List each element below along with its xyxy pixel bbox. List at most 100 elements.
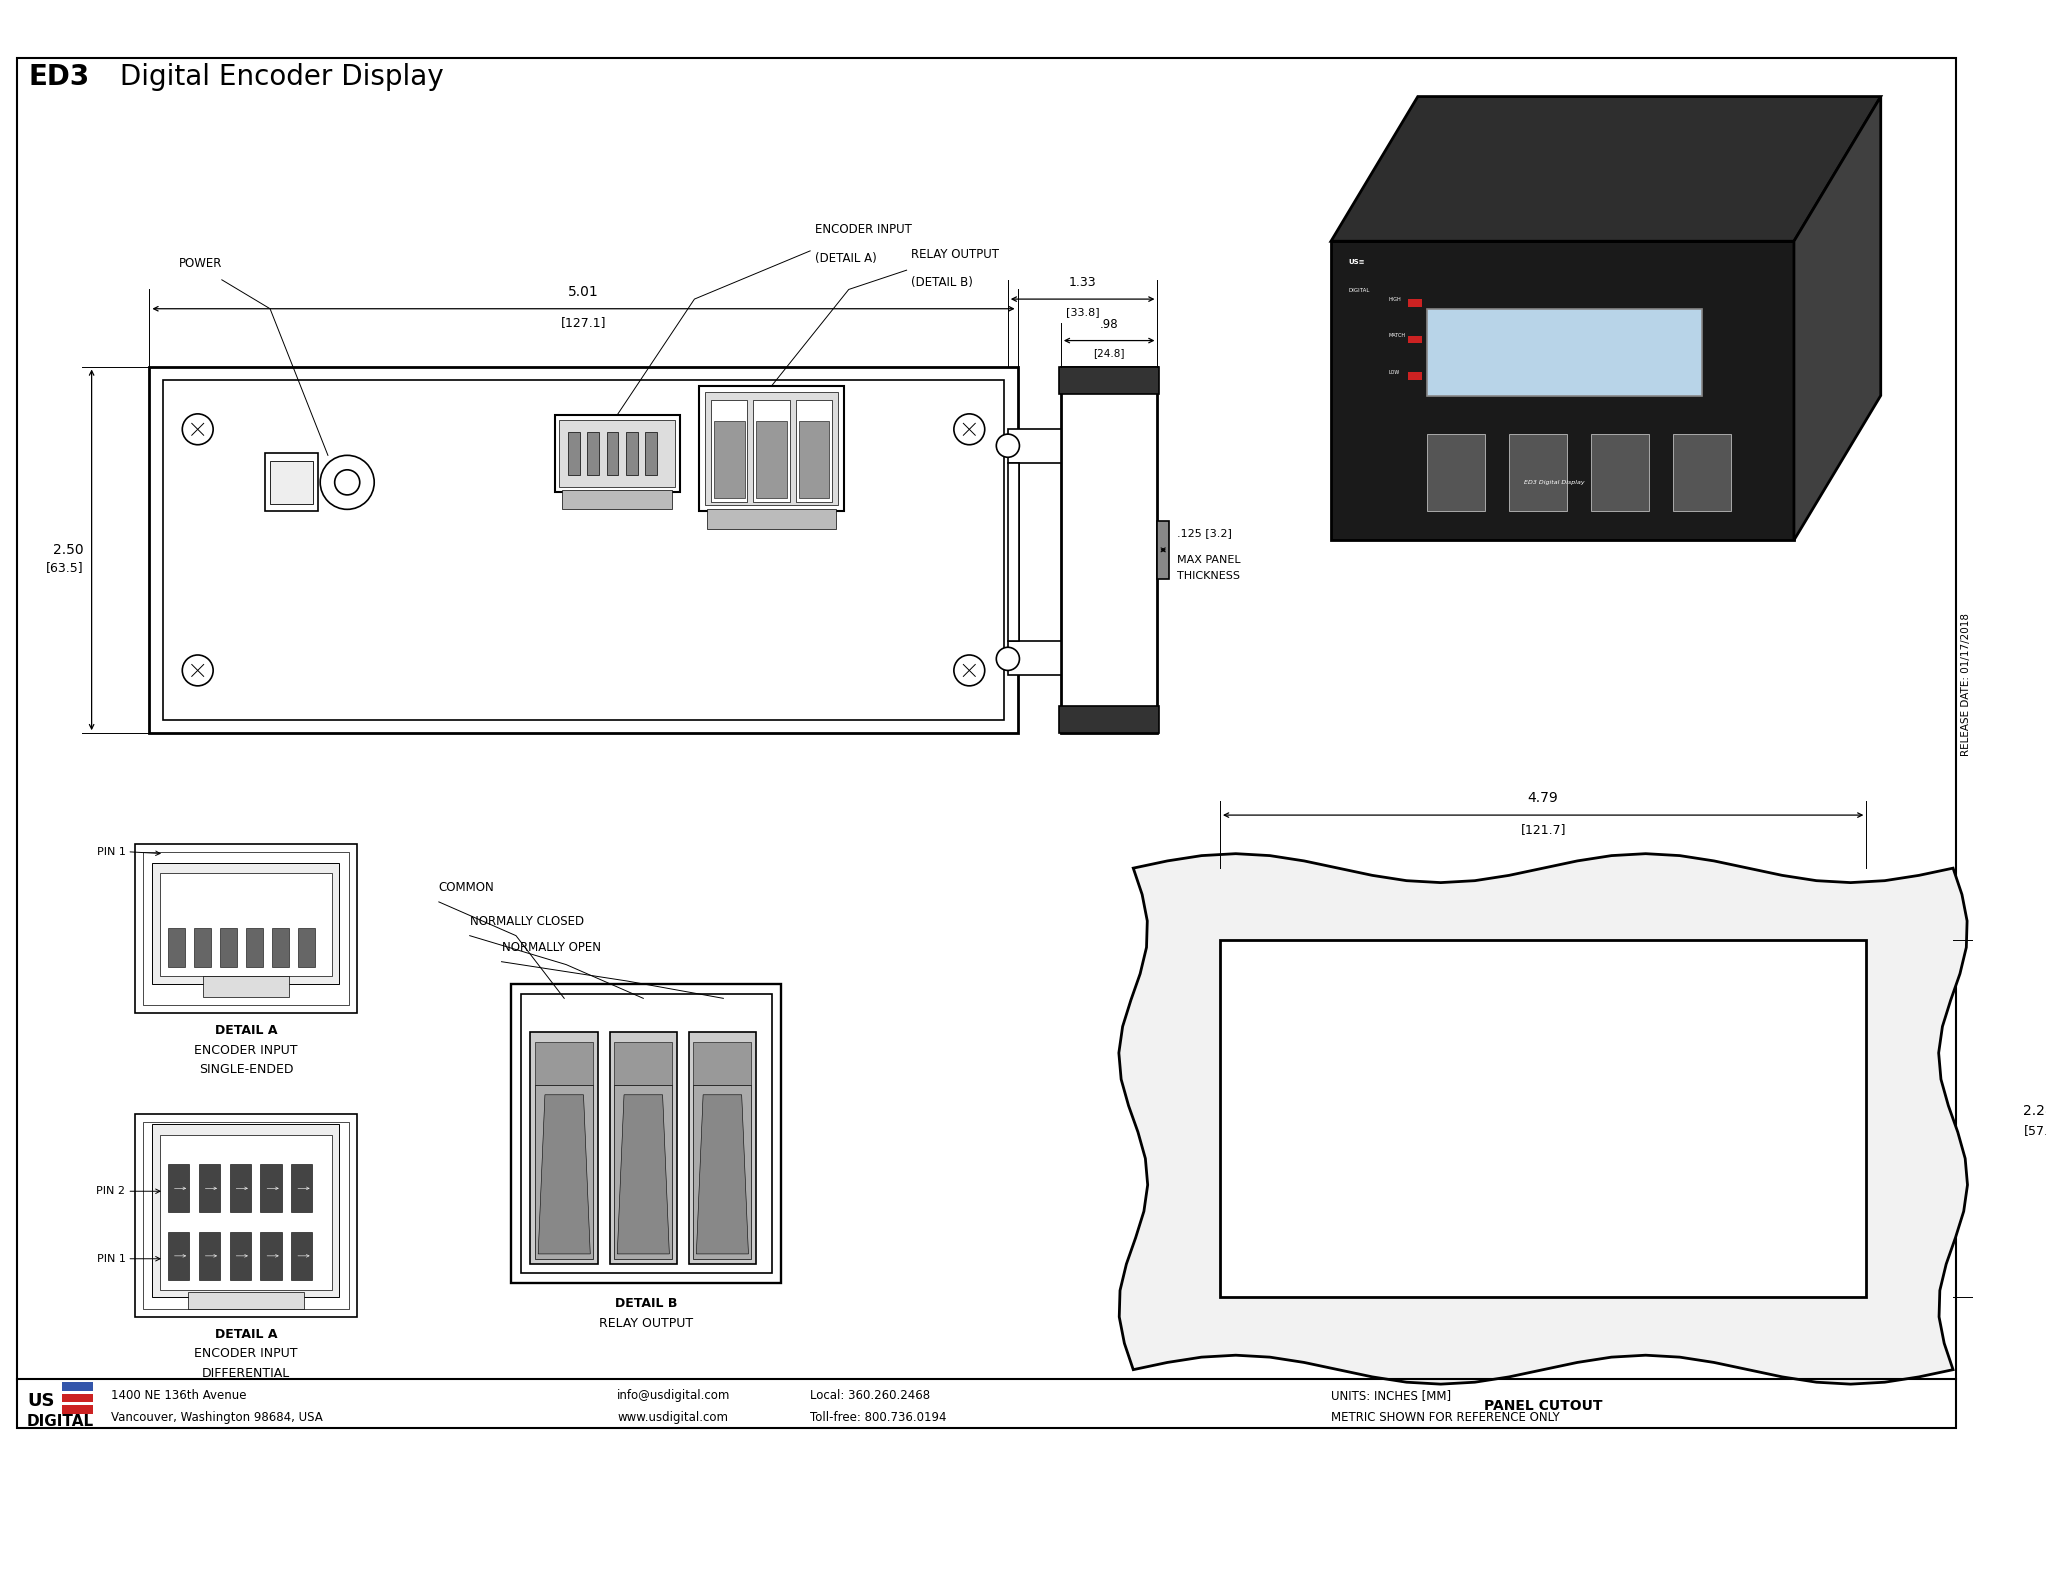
Bar bbox=[700, 386, 843, 511]
Bar bbox=[135, 844, 356, 1013]
Polygon shape bbox=[1332, 242, 1794, 541]
Bar bbox=[272, 928, 288, 966]
Polygon shape bbox=[696, 1094, 749, 1254]
Text: (DETAIL A): (DETAIL A) bbox=[814, 253, 878, 266]
Text: [127.1]: [127.1] bbox=[561, 316, 606, 329]
Bar bbox=[530, 1032, 597, 1263]
Bar bbox=[694, 1085, 751, 1258]
Text: [24.8]: [24.8] bbox=[1093, 348, 1125, 359]
Text: 2.28: 2.28 bbox=[2023, 1104, 2046, 1118]
Bar bbox=[563, 490, 673, 509]
Bar bbox=[16, 58, 1956, 1428]
Bar bbox=[291, 1232, 313, 1281]
Text: HIGH: HIGH bbox=[1389, 297, 1402, 302]
Text: METRIC SHOWN FOR REFERENCE ONLY: METRIC SHOWN FOR REFERENCE ONLY bbox=[1332, 1412, 1559, 1424]
Bar bbox=[149, 367, 1017, 734]
Text: RELAY OUTPUT: RELAY OUTPUT bbox=[910, 248, 998, 261]
Bar bbox=[168, 1232, 188, 1281]
Bar bbox=[198, 1164, 219, 1213]
Text: [63.5]: [63.5] bbox=[47, 561, 84, 574]
Bar bbox=[229, 1232, 252, 1281]
Text: 5.01: 5.01 bbox=[569, 285, 599, 299]
Text: NORMALLY CLOSED: NORMALLY CLOSED bbox=[471, 915, 583, 928]
Text: MATCH: MATCH bbox=[1389, 334, 1406, 338]
Text: Vancouver, Washington 98684, USA: Vancouver, Washington 98684, USA bbox=[110, 1412, 323, 1424]
Text: DETAIL B: DETAIL B bbox=[616, 1298, 677, 1311]
Bar bbox=[270, 462, 313, 504]
Bar bbox=[796, 400, 833, 501]
Bar bbox=[135, 1115, 356, 1317]
Bar bbox=[203, 975, 288, 998]
Text: PANEL CUTOUT: PANEL CUTOUT bbox=[1483, 1399, 1602, 1412]
Text: ENCODER INPUT: ENCODER INPUT bbox=[194, 1043, 297, 1056]
Text: COMMON: COMMON bbox=[438, 881, 495, 895]
Bar bbox=[61, 1382, 92, 1391]
Bar bbox=[143, 852, 350, 1006]
Text: Digital Encoder Display: Digital Encoder Display bbox=[110, 63, 444, 90]
Text: NORMALLY OPEN: NORMALLY OPEN bbox=[501, 941, 602, 953]
Bar bbox=[536, 1085, 593, 1258]
Text: SINGLE-ENDED: SINGLE-ENDED bbox=[198, 1062, 293, 1077]
Polygon shape bbox=[1119, 854, 1968, 1383]
Polygon shape bbox=[1332, 96, 1880, 242]
Circle shape bbox=[953, 655, 984, 686]
Bar bbox=[1428, 435, 1485, 511]
Bar bbox=[614, 1085, 673, 1258]
Bar bbox=[569, 432, 579, 474]
Bar bbox=[1009, 642, 1062, 675]
Text: [33.8]: [33.8] bbox=[1066, 307, 1099, 316]
Bar bbox=[1060, 367, 1160, 394]
Bar bbox=[1060, 707, 1160, 734]
Bar bbox=[522, 993, 771, 1273]
Bar bbox=[299, 928, 315, 966]
Circle shape bbox=[321, 455, 374, 509]
Bar bbox=[1062, 367, 1158, 734]
Circle shape bbox=[182, 655, 213, 686]
Bar bbox=[188, 1292, 303, 1309]
Text: 4.79: 4.79 bbox=[1528, 792, 1559, 805]
Text: ENCODER INPUT: ENCODER INPUT bbox=[194, 1347, 297, 1361]
Text: PIN 2: PIN 2 bbox=[96, 1186, 125, 1197]
Text: [57.9]: [57.9] bbox=[2023, 1124, 2046, 1137]
Bar bbox=[1674, 435, 1731, 511]
Bar bbox=[260, 1232, 282, 1281]
Bar bbox=[143, 1123, 350, 1309]
Text: ENCODER INPUT: ENCODER INPUT bbox=[814, 223, 913, 237]
Bar bbox=[246, 928, 264, 966]
Text: RELAY OUTPUT: RELAY OUTPUT bbox=[599, 1317, 694, 1330]
Bar bbox=[706, 392, 839, 506]
Bar bbox=[168, 1164, 188, 1213]
Bar bbox=[266, 454, 319, 511]
Bar bbox=[753, 400, 790, 501]
Text: DIFFERENTIAL: DIFFERENTIAL bbox=[203, 1368, 291, 1380]
Bar bbox=[559, 419, 675, 487]
Circle shape bbox=[336, 470, 360, 495]
Circle shape bbox=[182, 414, 213, 444]
Bar bbox=[710, 400, 747, 501]
Bar bbox=[1158, 520, 1168, 579]
Bar bbox=[757, 421, 788, 498]
Bar bbox=[708, 509, 837, 528]
Text: US: US bbox=[27, 1391, 55, 1410]
Text: DETAIL A: DETAIL A bbox=[215, 1024, 276, 1037]
Bar bbox=[1009, 463, 1019, 642]
Polygon shape bbox=[1794, 96, 1880, 541]
Text: 1400 NE 136th Avenue: 1400 NE 136th Avenue bbox=[110, 1390, 246, 1402]
Polygon shape bbox=[618, 1094, 669, 1254]
Text: 2.50: 2.50 bbox=[53, 542, 84, 557]
Bar bbox=[512, 983, 782, 1282]
Text: (DETAIL B): (DETAIL B) bbox=[910, 277, 974, 289]
Bar bbox=[160, 1135, 331, 1290]
Bar bbox=[160, 873, 331, 975]
Text: Local: 360.260.2468: Local: 360.260.2468 bbox=[810, 1390, 931, 1402]
Text: ED3 Digital Display: ED3 Digital Display bbox=[1524, 481, 1584, 485]
Bar bbox=[229, 1164, 252, 1213]
Bar bbox=[219, 928, 237, 966]
Polygon shape bbox=[538, 1094, 589, 1254]
Bar bbox=[260, 1164, 282, 1213]
Bar bbox=[1510, 435, 1567, 511]
Bar bbox=[1408, 299, 1422, 307]
Text: PIN 1: PIN 1 bbox=[96, 847, 125, 857]
Bar bbox=[644, 432, 657, 474]
Bar bbox=[194, 928, 211, 966]
